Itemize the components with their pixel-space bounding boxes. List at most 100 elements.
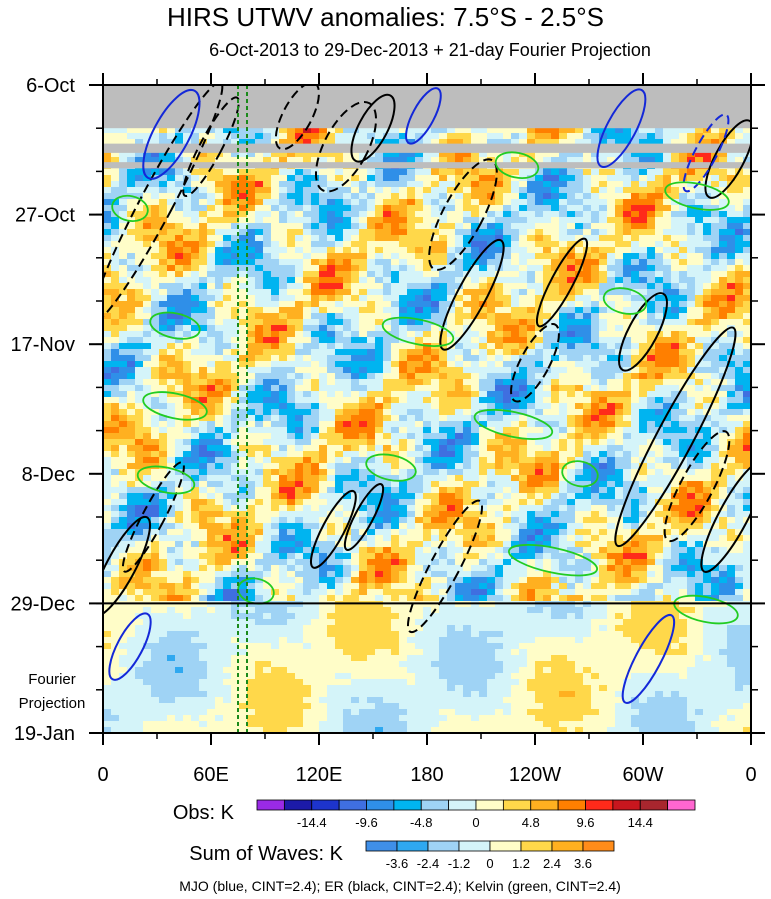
er-contour [314, 100, 378, 193]
er-contour [103, 85, 224, 324]
kelvin-contour [494, 151, 540, 180]
waves-colorbar-swatch [396, 840, 429, 852]
obs-colorbar-tick-label: 9.6 [576, 815, 594, 830]
obs-colorbar-tick-label: 4.8 [522, 815, 540, 830]
er-contour [510, 322, 560, 403]
kelvin-contour [664, 181, 730, 211]
waves-colorbar-swatch [427, 840, 460, 852]
kelvin-contour [142, 391, 208, 421]
x-tick-label: 0 [97, 764, 108, 786]
obs-colorbar-swatch [530, 799, 559, 811]
obs-colorbar-swatch [448, 799, 477, 811]
waves-colorbar-tick-label: 1.2 [512, 856, 530, 871]
kelvin-contour [473, 408, 554, 440]
chart-subtitle: 6-Oct-2013 to 29-Dec-2013 + 21-day Fouri… [209, 40, 651, 60]
er-contour [121, 461, 185, 573]
er-contour [704, 119, 751, 199]
waves-colorbar-swatch [551, 840, 584, 852]
obs-colorbar-swatch [256, 799, 285, 811]
er-contour [663, 430, 731, 543]
waves-colorbar-tick-label: 0 [486, 856, 493, 871]
er-contour [103, 515, 152, 617]
mjo-contour [621, 613, 676, 704]
kelvin-contour [508, 544, 598, 577]
mjo-contour [596, 88, 647, 168]
missing-data-band [103, 143, 751, 153]
obs-colorbar-swatch [311, 799, 340, 811]
er-contour [535, 237, 589, 328]
obs-colorbar-tick-label: -9.6 [355, 815, 377, 830]
obs-colorbar-label: Obs: K [173, 802, 235, 824]
obs-colorbar-tick-label: 14.4 [628, 815, 653, 830]
obs-colorbar-swatch [639, 799, 669, 811]
y-tick-label: 6-Oct [26, 75, 75, 97]
mjo-contour [682, 113, 730, 193]
obs-colorbar-swatch [612, 799, 641, 811]
kelvin-contour [602, 287, 648, 315]
x-tick-label: 120W [509, 764, 561, 786]
waves-colorbar-swatch [365, 840, 398, 852]
obs-colorbar-tick-label: 0 [472, 815, 479, 830]
waves-colorbar-tick-label: 2.4 [543, 856, 561, 871]
waves-colorbar-tick-label: -2.4 [417, 856, 439, 871]
x-tick-label: 180 [410, 764, 443, 786]
waves-colorbar-swatch [520, 840, 553, 852]
obs-colorbar-swatch [338, 799, 367, 811]
legend-note: MJO (blue, CINT=2.4); ER (black, CINT=2.… [179, 878, 621, 894]
obs-colorbar-swatch [475, 799, 504, 811]
er-contour [343, 483, 385, 551]
chart-title: HIRS UTWV anomalies: 7.5°S - 2.5°S [167, 2, 604, 32]
obs-colorbar-swatch [420, 799, 450, 811]
waves-colorbar-tick-label: -1.2 [448, 856, 470, 871]
kelvin-contour [381, 316, 455, 347]
waves-colorbar-label: Sum of Waves: K [189, 843, 343, 865]
y-tick-label: 19-Jan [14, 723, 75, 745]
er-contour [182, 96, 240, 198]
er-contour [350, 93, 396, 163]
kelvin-contour [365, 453, 417, 482]
waves-colorbar-tick-label: 3.6 [574, 856, 592, 871]
kelvin-contour [111, 194, 149, 222]
obs-colorbar-swatch [393, 799, 422, 811]
obs-colorbar-swatch [366, 799, 395, 811]
projection-label: Projection [19, 695, 86, 712]
x-tick-label: 120E [296, 764, 343, 786]
er-contour [274, 85, 320, 151]
x-tick-label: 60W [622, 764, 663, 786]
y-tick-label: 27-Oct [15, 205, 75, 227]
er-contour [614, 326, 737, 548]
waves-colorbar-swatch [489, 840, 522, 852]
axes: 6-Oct 27-Oct 17-Nov 8-Dec 29-Dec 19-Jan Fourie… [11, 73, 765, 786]
obs-colorbar-swatch [585, 799, 614, 811]
obs-colorbar-swatch [502, 799, 532, 811]
plot-overlay [103, 85, 751, 733]
obs-colorbar-swatch [667, 799, 696, 811]
er-contour [406, 499, 484, 634]
obs-colorbar-tick-label: -14.4 [297, 815, 327, 830]
y-tick-label: 17-Nov [11, 334, 75, 356]
projection-label: Fourier [28, 671, 76, 688]
er-contour [428, 158, 498, 271]
er-contour [309, 489, 357, 569]
kelvin-contour [136, 465, 196, 495]
mjo-contour [405, 87, 442, 145]
kelvin-contour [561, 460, 599, 488]
mjo-contour [142, 88, 201, 180]
er-contour [439, 238, 505, 351]
obs-colorbar-swatch [557, 799, 586, 811]
plot-area [103, 85, 751, 733]
kelvin-contour [149, 311, 201, 340]
mjo-contour [108, 612, 152, 681]
colorbars: Obs: K -14.4 -9.6 -4.8 0 4.8 9.6 14.4 Sum of Wav… [173, 799, 696, 871]
missing-data-band [103, 162, 751, 169]
waves-colorbar-swatch [582, 840, 615, 852]
waves-colorbar-tick-label: -3.6 [386, 856, 408, 871]
er-contour [700, 461, 751, 573]
waves-colorbar-swatch [458, 840, 491, 852]
y-tick-label: 8-Dec [22, 464, 75, 486]
y-tick-label: 29-Dec [11, 593, 75, 615]
er-contour [618, 292, 668, 372]
obs-colorbar-swatch [283, 799, 313, 811]
obs-colorbar-tick-label: -4.8 [410, 815, 432, 830]
